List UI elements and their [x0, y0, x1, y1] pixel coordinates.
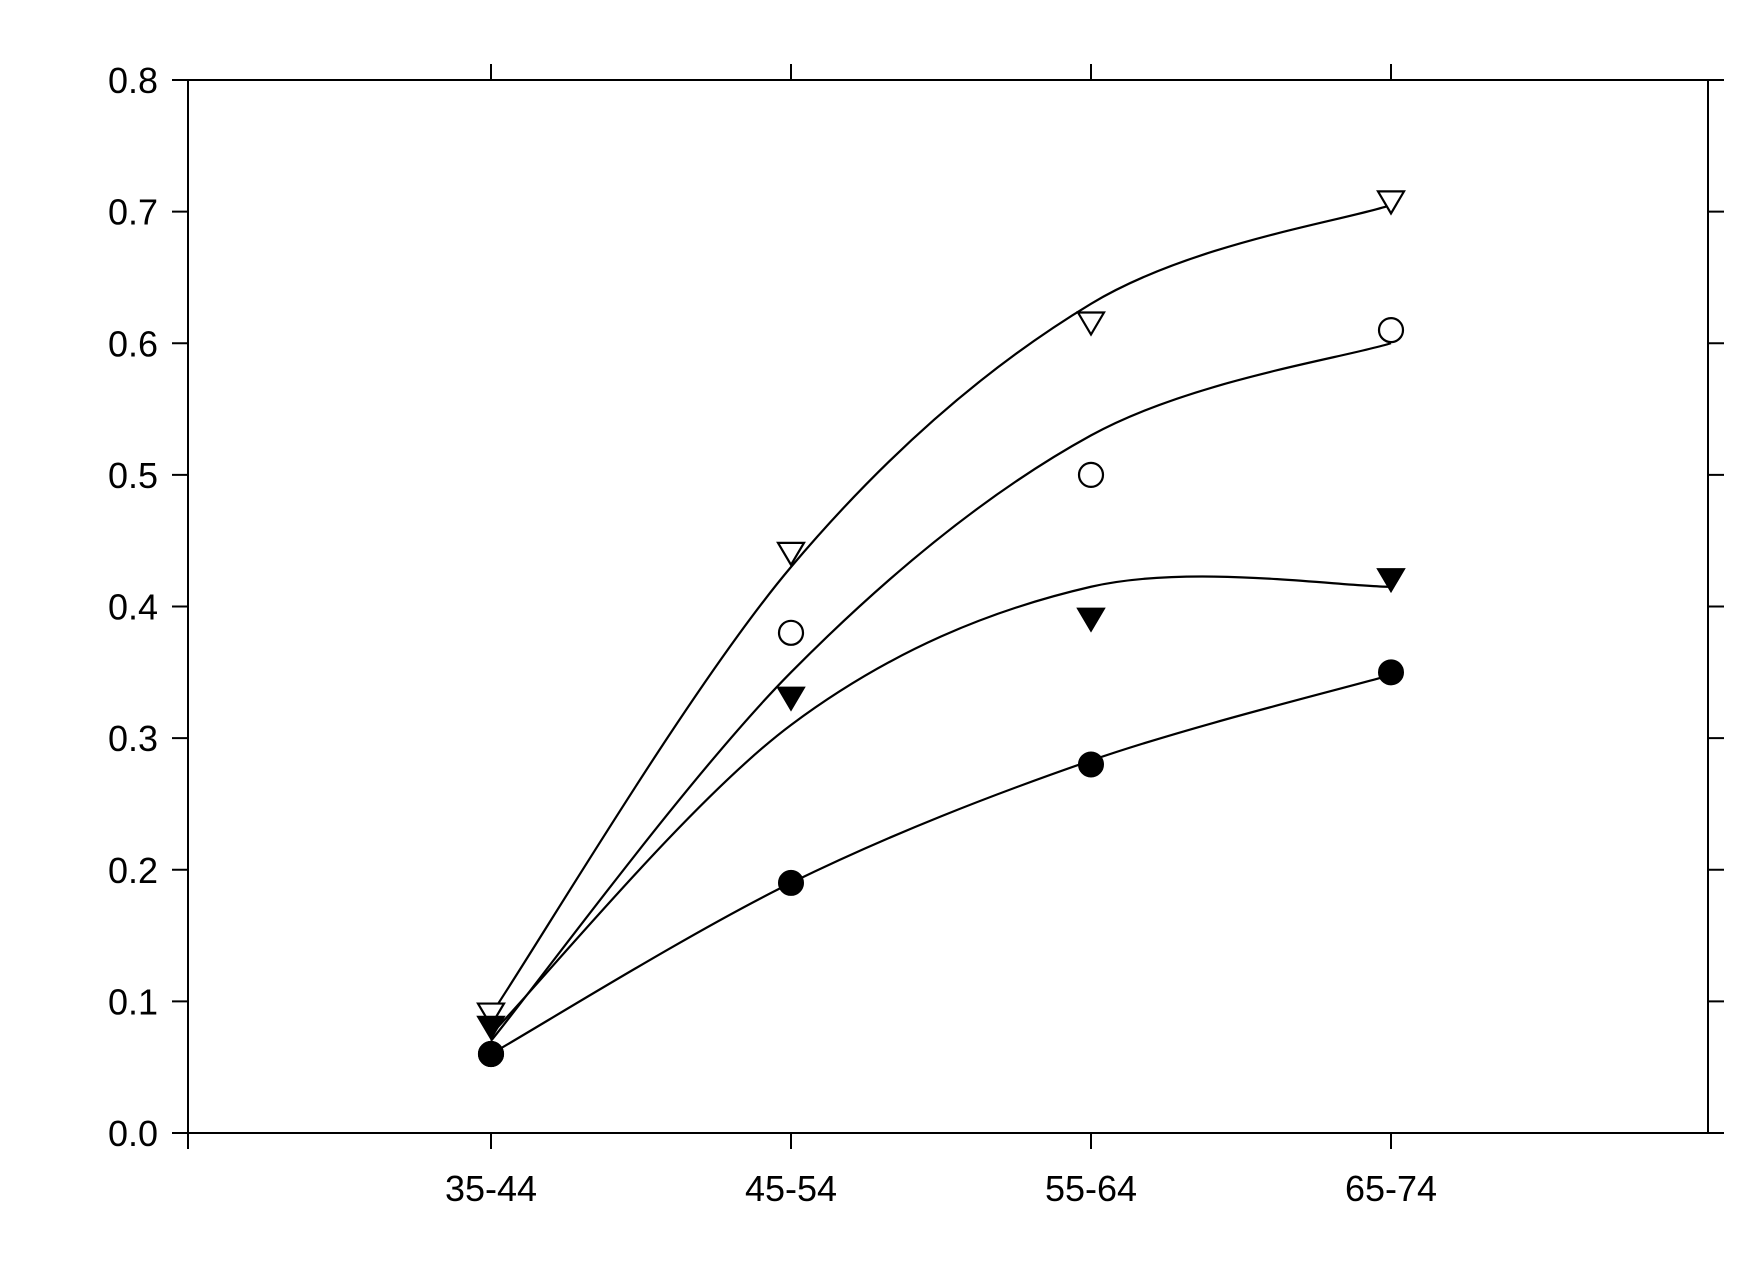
- data-markers: [476, 190, 1406, 1068]
- marker-series-3-35-44: [476, 1015, 506, 1041]
- marker-series-1-65-74: [1376, 190, 1406, 216]
- marker-series-3-65-74: [1376, 568, 1406, 594]
- y-axis: 0.0 0.1 0.2 0.3 0.4 0.5 0.6 0.7 0.8: [108, 60, 1724, 1154]
- y-tick-label: 0.0: [108, 1113, 158, 1154]
- marker-series-2-55-64: [1077, 461, 1105, 488]
- y-tick-label: 0.3: [108, 718, 158, 759]
- x-tick-label: 55-64: [1045, 1168, 1137, 1209]
- marker-series-3-45-54: [776, 686, 806, 712]
- x-tick-label: 45-54: [745, 1168, 837, 1209]
- marker-series-4-65-74: [1378, 659, 1404, 686]
- marker-series-1-35-44: [476, 1002, 506, 1028]
- marker-series-1-55-64: [1076, 311, 1106, 337]
- marker-series-2-65-74: [1377, 316, 1405, 344]
- fit-curves: [490, 203, 1392, 1055]
- marker-series-1-45-54: [776, 541, 806, 568]
- axes-frame: [187, 79, 1709, 1134]
- y-tick-label: 0.7: [108, 192, 158, 233]
- fit-curve-3: [490, 575, 1392, 1036]
- marker-series-4-35-44: [478, 1041, 504, 1068]
- fit-curve-2: [490, 342, 1392, 1042]
- x-tick-label: 35-44: [445, 1168, 537, 1209]
- y-tick-label: 0.2: [108, 850, 158, 891]
- marker-series-3-55-64: [1076, 607, 1106, 633]
- x-axis: 35-44 45-54 55-64 65-74: [187, 64, 1437, 1209]
- y-tick-label: 0.8: [108, 60, 158, 101]
- fit-curve-1: [490, 203, 1392, 1016]
- y-tick-label: 0.5: [108, 455, 158, 496]
- y-tick-label: 0.6: [108, 323, 158, 364]
- plot-frame: [187, 79, 1709, 1134]
- marker-series-2-45-54: [777, 619, 805, 646]
- fit-curve-4: [490, 673, 1392, 1055]
- marker-series-4-45-54: [778, 869, 804, 896]
- y-tick-label: 0.1: [108, 981, 158, 1022]
- x-tick-label: 65-74: [1345, 1168, 1437, 1209]
- y-tick-label: 0.4: [108, 587, 158, 628]
- marker-series-4-55-64: [1078, 751, 1104, 778]
